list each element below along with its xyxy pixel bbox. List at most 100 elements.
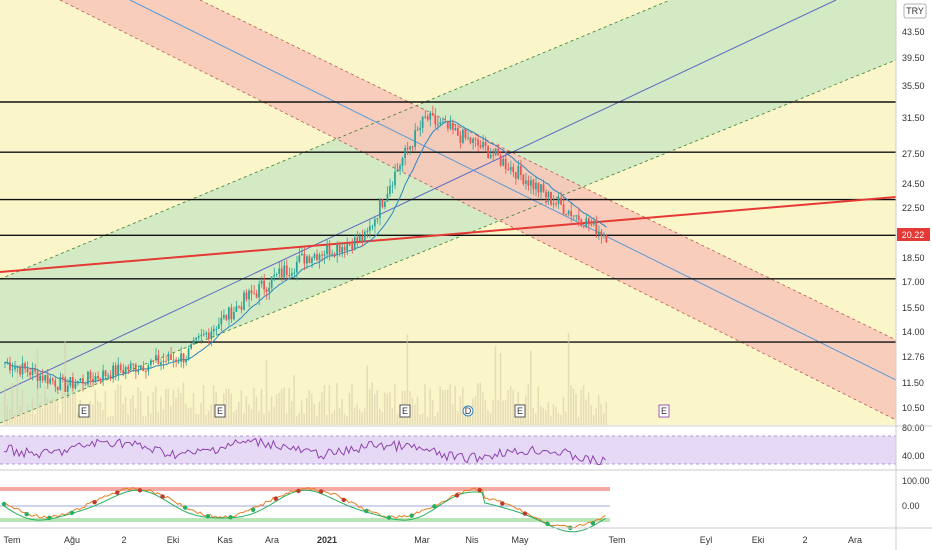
candle-body: [303, 253, 306, 264]
volume-bar: [114, 390, 117, 425]
candle-body: [356, 237, 359, 242]
candle-body: [306, 256, 308, 264]
volume-bar: [371, 382, 373, 425]
event-marker[interactable]: [78, 404, 90, 418]
volume-bar: [102, 409, 104, 425]
candle-body: [24, 363, 26, 369]
volume-bar: [545, 410, 547, 425]
candle-body: [449, 122, 452, 129]
volume-bar: [482, 392, 484, 425]
volume-bar: [245, 396, 248, 425]
candle-body: [220, 317, 223, 325]
candle-body: [328, 245, 331, 255]
candle-body: [351, 244, 354, 250]
candle-body: [205, 332, 208, 335]
uptrend-upper-line[interactable]: [0, 0, 671, 280]
candle-body: [288, 275, 291, 277]
candle-body: [459, 135, 462, 143]
volume-bar: [391, 408, 394, 425]
event-marker-label: D: [465, 406, 472, 416]
currency-badge[interactable]: [903, 3, 927, 19]
volume-bar: [492, 399, 494, 425]
candle-body: [519, 166, 522, 175]
volume-bar: [550, 415, 552, 425]
oscillator-dot: [590, 521, 596, 526]
rsi-tick-40: 40.00: [902, 451, 925, 461]
candle-body: [590, 224, 593, 226]
time-tick: 2021: [317, 535, 337, 545]
volume-bar: [323, 384, 326, 425]
candle-body: [51, 378, 54, 381]
volume-bar: [99, 402, 102, 425]
candle-body: [210, 331, 213, 340]
volume-bar: [424, 384, 426, 425]
volume-bar: [180, 392, 182, 425]
downtrend-midline[interactable]: [129, 0, 897, 381]
event-marker[interactable]: [462, 405, 474, 417]
candle-body: [217, 324, 220, 329]
volume-bar: [487, 410, 489, 425]
time-tick: Nis: [466, 535, 479, 545]
price-tick: 12.76: [902, 352, 925, 362]
volume-bar: [21, 389, 24, 425]
price-axis[interactable]: 43.50 39.50 35.50 31.50 27.50 24.50 22.50 18.50…: [902, 27, 925, 413]
event-marker[interactable]: [214, 404, 226, 418]
candle-body: [245, 292, 248, 300]
volume-bar: [275, 394, 278, 425]
candle-body: [368, 226, 371, 232]
candle-body: [290, 273, 293, 276]
volume-bar: [592, 414, 595, 425]
price-tick: 14.00: [902, 327, 925, 337]
volume-bar: [351, 383, 353, 425]
candles: [4, 105, 608, 399]
candle-body: [313, 254, 316, 259]
candle-body: [514, 172, 517, 179]
event-marker[interactable]: [514, 404, 526, 418]
event-marker[interactable]: [658, 404, 670, 418]
volume-bar: [567, 332, 570, 425]
time-tick: Kas: [217, 535, 233, 545]
volume-bar: [524, 395, 527, 425]
oscillator-dot: [69, 510, 75, 516]
event-marker-label: E: [81, 406, 87, 416]
price-tick: 15.50: [902, 303, 925, 313]
volume-bar: [167, 388, 170, 425]
volume-bar: [263, 413, 265, 425]
candle-body: [11, 369, 14, 371]
volume-bar: [285, 413, 288, 425]
volume-bar: [457, 411, 459, 425]
uptrend-lower-line[interactable]: [0, 59, 897, 424]
uptrend-midline[interactable]: [0, 0, 837, 394]
volume-bar: [41, 408, 44, 425]
candle-body: [167, 354, 170, 362]
volume-bar: [600, 403, 602, 425]
volume-bar: [331, 413, 333, 425]
volume-bar: [446, 389, 449, 425]
candle-body: [411, 146, 414, 148]
candle-body: [9, 362, 11, 371]
candle-body: [494, 148, 497, 155]
candle-body: [311, 258, 313, 264]
candle-body: [300, 253, 303, 256]
volume-bar: [139, 390, 142, 425]
candle-body: [409, 146, 411, 150]
candle-body: [522, 174, 525, 184]
candle-body: [129, 363, 132, 370]
red-trend-line[interactable]: [0, 196, 897, 273]
candle-body: [119, 364, 122, 371]
oscillator-dot: [228, 515, 233, 520]
candle-body: [363, 231, 366, 242]
volume-bar: [532, 407, 535, 425]
candle-body: [572, 215, 575, 217]
time-axis[interactable]: Tem Ağu 2 Eki Kas Ara 2021 Mar Nis May Tem Eyl Eki 2 A…: [3, 535, 862, 545]
volume-bar: [162, 408, 165, 425]
candle-body: [275, 273, 278, 275]
candle-body: [79, 378, 82, 381]
oscillator-bottom-band: [0, 518, 610, 522]
volume-bar: [288, 388, 290, 425]
event-marker[interactable]: [399, 404, 411, 418]
volume-bar: [479, 382, 482, 425]
volume-bar: [61, 383, 64, 425]
oscillator-dot: [296, 488, 301, 494]
